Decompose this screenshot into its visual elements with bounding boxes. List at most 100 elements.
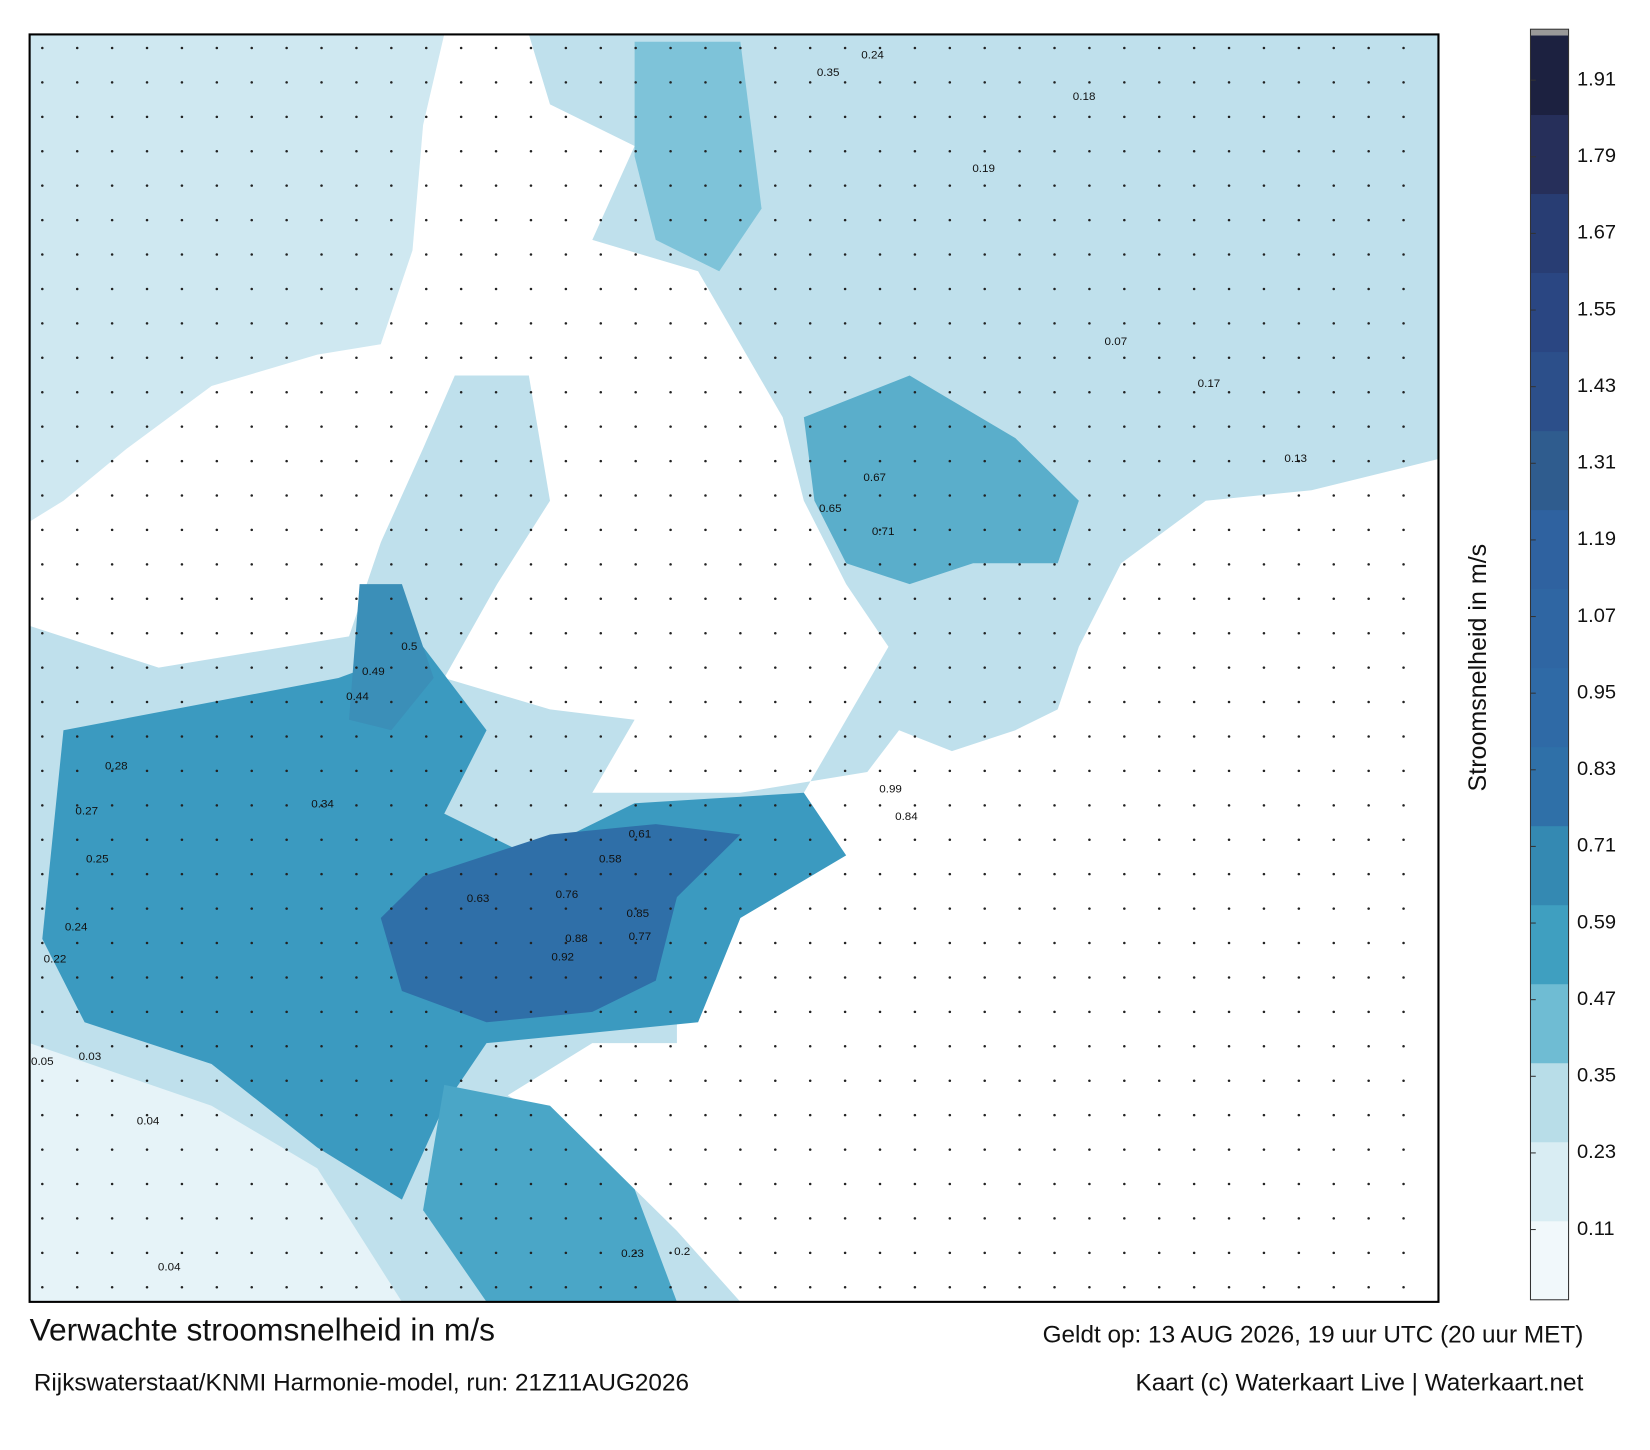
grid-dot	[1297, 218, 1301, 222]
colorbar-tick-label: 1.91	[1577, 69, 1616, 91]
grid-dot	[564, 494, 568, 497]
grid-dot	[1053, 1113, 1056, 1117]
grid-dot	[1297, 1079, 1301, 1082]
grid-dot	[669, 184, 672, 187]
grid-dot	[599, 735, 603, 738]
grid-dot	[1332, 1113, 1336, 1117]
grid-dot	[808, 769, 812, 773]
grid-dot	[75, 494, 79, 497]
grid-dot	[215, 631, 219, 635]
grid-dot	[913, 81, 917, 84]
grid-dot	[1053, 218, 1056, 222]
grid-dot	[599, 150, 603, 153]
grid-dot	[843, 184, 847, 187]
grid-dot	[320, 322, 323, 325]
grid-dot	[145, 1079, 149, 1082]
grid-dot	[215, 1182, 219, 1186]
grid-dot	[215, 494, 219, 497]
grid-dot	[1367, 563, 1370, 566]
grid-dot	[250, 941, 253, 945]
grid-dot	[739, 459, 742, 463]
grid-dot	[180, 459, 184, 463]
grid-dot	[424, 356, 428, 360]
grid-dot	[843, 872, 847, 876]
grid-dot	[1402, 1217, 1405, 1220]
grid-dot	[215, 1010, 219, 1014]
grid-dot	[739, 597, 742, 601]
grid-dot	[564, 115, 568, 119]
grid-dot	[285, 115, 288, 119]
grid-dot	[459, 528, 463, 532]
grid-dot	[180, 735, 184, 738]
grid-dot	[1262, 838, 1266, 841]
grid-dot	[599, 1010, 603, 1014]
grid-dot	[1018, 1113, 1021, 1117]
grid-dot	[285, 700, 288, 704]
grid-dot	[320, 631, 323, 635]
grid-dot	[1297, 1113, 1301, 1117]
grid-dot	[564, 390, 568, 394]
grid-dot	[1297, 81, 1301, 84]
grid-dot	[634, 1148, 637, 1151]
grid-dot	[669, 425, 672, 428]
grid-dot	[983, 46, 986, 50]
grid-dot	[1053, 804, 1056, 807]
grid-dot	[1123, 184, 1126, 187]
grid-dot	[878, 81, 882, 84]
grid-dot	[494, 115, 498, 119]
grid-dot	[1123, 1286, 1126, 1289]
grid-dot	[110, 1148, 114, 1151]
grid-dot	[774, 769, 777, 773]
grid-dot	[1157, 1113, 1161, 1117]
grid-dot	[1053, 322, 1056, 325]
grid-dot	[878, 528, 882, 532]
map-value-label: 0.07	[1105, 336, 1128, 348]
grid-dot	[599, 769, 603, 773]
grid-dot	[774, 1217, 777, 1220]
grid-dot	[599, 218, 603, 222]
grid-dot	[110, 1010, 114, 1014]
colorbar: 0.110.230.350.470.590.710.830.951.071.19…	[1529, 28, 1616, 1301]
grid-dot	[1192, 700, 1196, 704]
colorbar-band	[1530, 1062, 1569, 1143]
grid-dot	[704, 907, 707, 910]
grid-dot	[704, 1148, 707, 1151]
grid-dot	[1262, 976, 1266, 979]
grid-dot	[75, 941, 79, 945]
grid-dot	[739, 218, 742, 222]
grid-dot	[75, 46, 79, 50]
grid-dot	[390, 459, 393, 463]
grid-dot	[215, 81, 219, 84]
grid-dot	[843, 597, 847, 601]
grid-dot	[1157, 1217, 1161, 1220]
grid-dot	[843, 907, 847, 910]
grid-dot	[424, 907, 428, 910]
grid-dot	[774, 872, 777, 876]
grid-dot	[1367, 115, 1370, 119]
grid-dot	[1123, 1113, 1126, 1117]
grid-dot	[424, 1148, 428, 1151]
grid-dot	[180, 941, 184, 945]
grid-dot	[145, 631, 149, 635]
grid-dot	[808, 46, 812, 50]
grid-dot	[739, 563, 742, 566]
grid-dot	[1227, 253, 1231, 256]
grid-dot	[250, 597, 253, 601]
grid-dot	[1123, 46, 1126, 50]
grid-dot	[739, 976, 742, 979]
grid-dot	[983, 631, 986, 635]
grid-dot	[529, 390, 533, 394]
grid-dot	[843, 804, 847, 807]
colorbar-tick-label: 1.19	[1577, 528, 1616, 550]
grid-dot	[1332, 563, 1336, 566]
map: 0.990.840.710.670.650.920.880.850.770.76…	[29, 34, 1439, 1302]
grid-dot	[1157, 46, 1161, 50]
grid-dot	[180, 322, 184, 325]
grid-dot	[983, 1148, 986, 1151]
grid-dot	[320, 1148, 323, 1151]
grid-dot	[180, 528, 184, 532]
map-value-label: 0.24	[861, 49, 884, 61]
grid-dot	[669, 1079, 672, 1082]
grid-dot	[704, 1286, 707, 1289]
grid-dot	[1227, 907, 1231, 910]
